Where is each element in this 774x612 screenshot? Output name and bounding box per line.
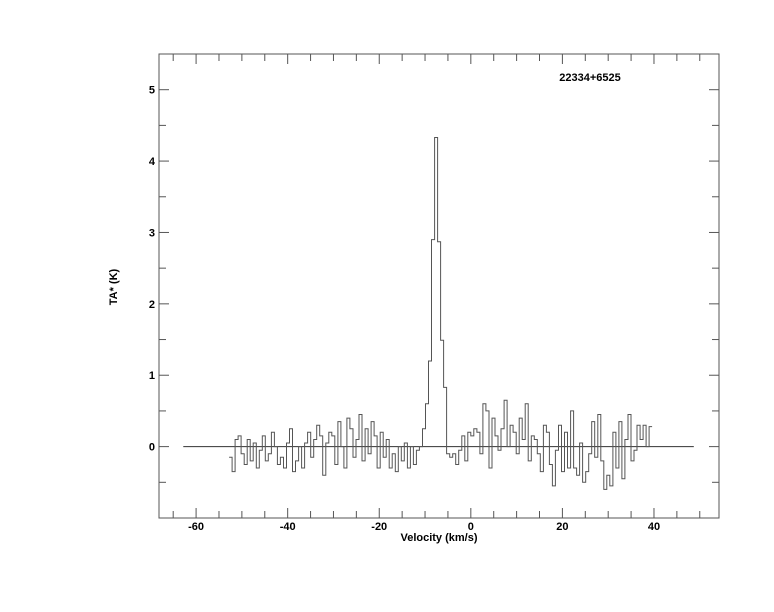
x-tick-label: 40 [648,521,660,533]
plot-frame [158,53,720,519]
y-tick-labels: 0 1 2 3 4 5 [149,85,156,454]
x-tick-label: -20 [371,521,387,533]
chart-title: 22334+6525 [559,72,620,84]
y-tick-label: 3 [149,227,155,239]
x-tick-label: -40 [280,521,296,533]
spectrum-line [229,137,653,490]
y-tick-label: 1 [149,370,155,382]
y-tick-label: 0 [149,442,155,454]
y-tick-label: 4 [149,156,156,168]
y-axis-label: TA* (K) [108,268,120,305]
axis-ticks [159,53,719,519]
y-tick-label: 5 [149,85,155,97]
x-axis-label: Velocity (km/s) [400,532,477,544]
y-tick-label: 2 [149,299,155,311]
x-tick-label: 0 [468,521,474,533]
x-tick-label: -60 [188,521,204,533]
x-tick-label: 20 [556,521,568,533]
x-tick-labels: -60 -40 -20 0 20 40 [188,521,660,533]
